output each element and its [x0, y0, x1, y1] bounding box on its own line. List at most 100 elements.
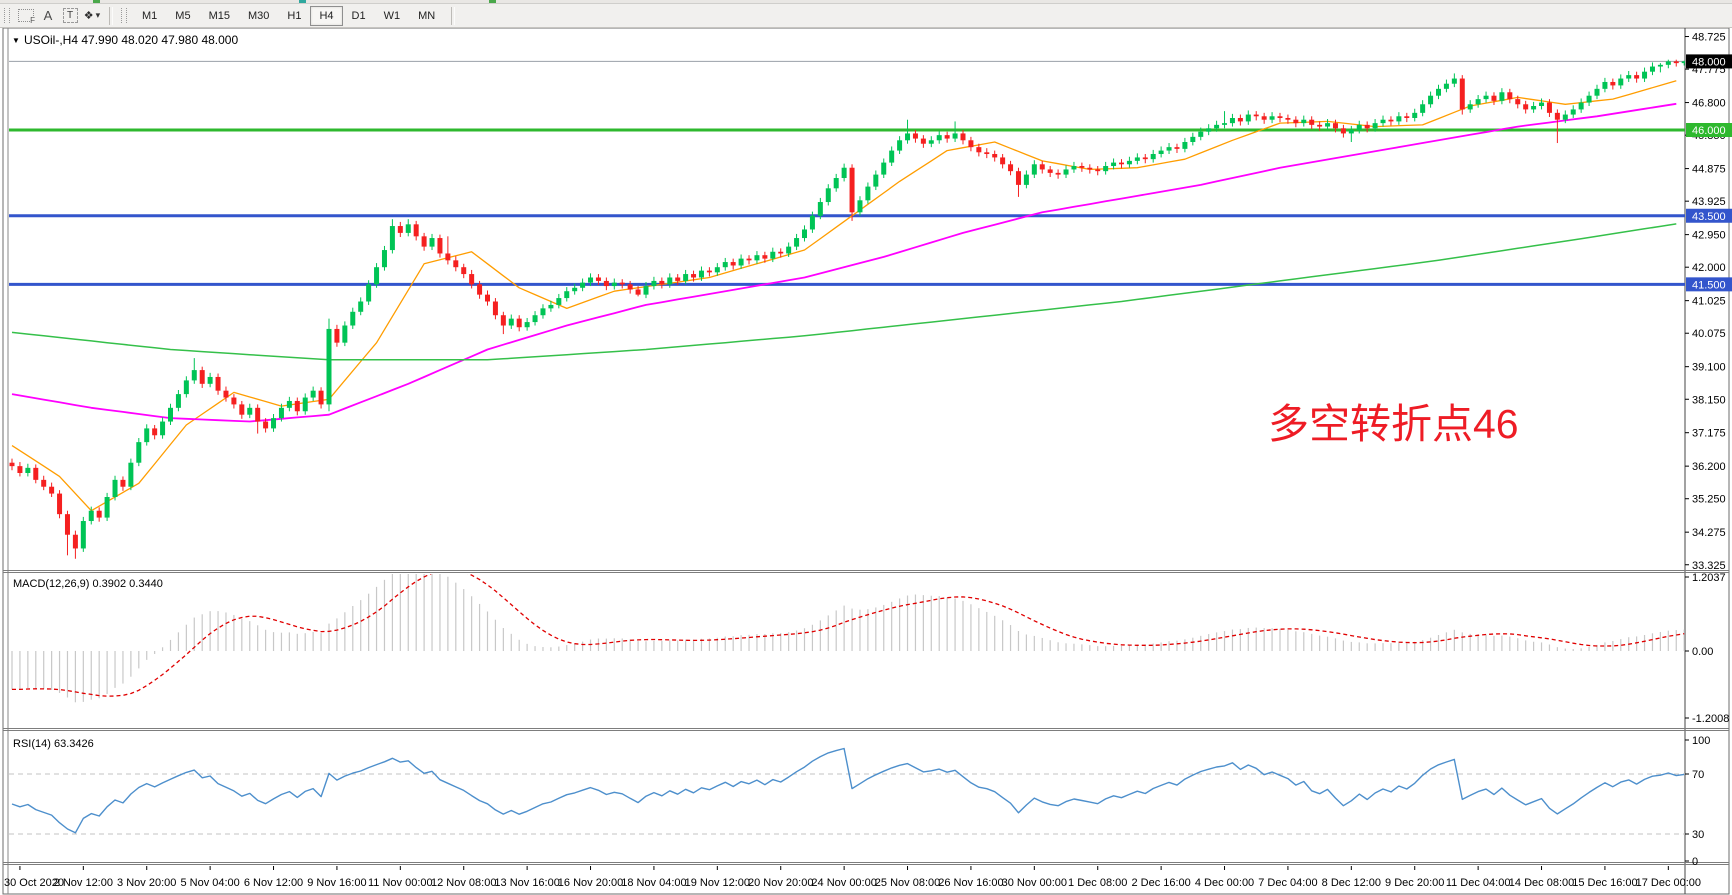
clipped-icon-fragment — [299, 0, 306, 3]
macd-scale-tick: 0.00 — [1692, 646, 1713, 658]
price-tick-label: 35.250 — [1692, 494, 1726, 506]
macd-panel[interactable] — [11, 563, 1685, 703]
timeframe-button-mn[interactable]: MN — [418, 9, 436, 22]
time-axis-label: 11 Dec 04:00 — [1446, 877, 1511, 889]
price-marker-box — [1686, 208, 1732, 223]
ma-slow-green — [11, 223, 1677, 361]
clipped-icon-fragment — [489, 0, 496, 3]
time-axis-label: 4 Dec 00:00 — [1195, 877, 1254, 889]
time-axis-label: 25 Nov 08:00 — [875, 877, 940, 889]
grid-box-glyph: F — [18, 9, 35, 25]
price-tick-label: 42.950 — [1692, 230, 1726, 242]
main-price-panel[interactable]: ▼ USOil-,H4 47.990 48.020 47.980 48.000 多空… — [9, 33, 1687, 559]
rsi-line — [11, 747, 1685, 834]
price-marker-label: 48.000 — [1692, 56, 1726, 68]
label-tool-icon[interactable]: T — [60, 6, 80, 25]
timeframe-button-d1[interactable]: D1 — [351, 9, 366, 22]
time-axis-label: 9 Nov 16:00 — [307, 877, 366, 889]
rsi-panel[interactable] — [9, 747, 1685, 835]
timeframe-drag-handle[interactable] — [121, 8, 127, 23]
macd-signal-line — [12, 574, 1685, 697]
time-axis-label: 30 Oct 2020 — [4, 877, 64, 889]
price-tick-label: 37.175 — [1692, 428, 1726, 440]
time-axis-label: 3 Nov 20:00 — [117, 877, 176, 889]
macd-indicator-label: MACD(12,26,9) 0.3902 0.3440 — [13, 578, 163, 590]
chart-window-border — [2, 28, 1730, 895]
time-axis-label: 30 Nov 00:00 — [1002, 877, 1067, 889]
rsi-scale-tick: 30 — [1692, 829, 1704, 841]
price-tick-label: 39.100 — [1692, 362, 1726, 374]
rsi-scale-tick: 100 — [1692, 735, 1710, 747]
price-marker-label: 46.000 — [1692, 125, 1726, 137]
text-a-glyph: A — [43, 8, 53, 23]
candles — [9, 59, 1685, 559]
timeframe-button-h1[interactable]: H1 — [287, 9, 302, 22]
time-axis-label: 6 Nov 12:00 — [244, 877, 303, 889]
symbol-dropdown-icon[interactable]: ▼ — [12, 36, 20, 45]
price-tick-label: 40.075 — [1692, 328, 1726, 340]
time-axis-label: 17 Dec 00:00 — [1636, 877, 1701, 889]
arrows-dropdown-caret-icon[interactable]: ▾ — [95, 10, 101, 20]
time-axis-label: 16 Nov 20:00 — [558, 877, 623, 889]
time-axis-label: 8 Dec 12:00 — [1322, 877, 1381, 889]
timeframe-button-w1[interactable]: W1 — [383, 9, 401, 22]
toolbar-drag-handle[interactable] — [4, 8, 10, 23]
price-tick-label: 38.150 — [1692, 394, 1726, 406]
time-axis-label: 2 Nov 12:00 — [54, 877, 113, 889]
symbol-ohlc-label: USOil-,H4 47.990 48.020 47.980 48.000 — [24, 33, 238, 47]
price-marker-label: 43.500 — [1692, 211, 1726, 223]
price-tick-label: 42.000 — [1692, 262, 1726, 274]
arrows-glyph: ❖ — [83, 10, 94, 22]
clipped-toolbar-row — [0, 0, 1732, 4]
timeframe-buttons: M1 M5 M15 M30 H1 H4 D1 W1 MN — [133, 5, 444, 26]
price-tick-label: 48.725 — [1692, 32, 1726, 44]
clipped-icon-fragment — [93, 0, 100, 3]
price-tick-label: 36.200 — [1692, 461, 1726, 473]
time-axis-label: 20 Nov 20:00 — [748, 877, 813, 889]
price-tick-label: 41.025 — [1692, 296, 1726, 308]
grid-f-letter: F — [30, 16, 35, 25]
rsi-indicator-label: RSI(14) 63.3426 — [13, 738, 94, 750]
macd-scale-tick: 1.2037 — [1692, 572, 1726, 584]
grid-f-tool-icon[interactable]: F — [16, 6, 36, 25]
price-marker-box — [1686, 123, 1732, 137]
toolbar-separator — [109, 6, 113, 25]
toolbar: F A T ❖ ▾ M1 M5 M15 M30 H1 H4 D1 W1 MN — [0, 4, 1732, 28]
ma-mid-magenta — [11, 102, 1677, 423]
timeframe-button-m15[interactable]: M15 — [208, 9, 230, 22]
price-tick-label: 33.325 — [1692, 560, 1726, 572]
toolbar-separator — [451, 6, 456, 25]
price-marker-box — [1686, 54, 1732, 69]
price-tick-label: 34.275 — [1692, 527, 1726, 539]
time-axis-label: 26 Nov 16:00 — [938, 877, 1003, 889]
timeframe-button-m30[interactable]: M30 — [247, 9, 270, 22]
label-t-glyph: T — [62, 8, 78, 23]
time-axis-label: 9 Dec 20:00 — [1385, 877, 1444, 889]
time-axis-label: 19 Nov 12:00 — [685, 877, 750, 889]
price-tick-label: 43.925 — [1692, 196, 1726, 208]
macd-scale-tick: -1.2008 — [1692, 713, 1729, 725]
arrows-tool-icon[interactable]: ❖ ▾ — [82, 6, 102, 25]
price-tick-label: 44.875 — [1692, 164, 1726, 176]
time-axis-label: 1 Dec 08:00 — [1068, 877, 1127, 889]
price-marker-box — [1686, 277, 1732, 292]
chart-text-annotation[interactable]: 多空转折点46 — [1268, 401, 1519, 447]
time-axis-label: 7 Dec 04:00 — [1258, 877, 1317, 889]
timeframe-button-m5[interactable]: M5 — [175, 9, 191, 22]
time-axis-label: 15 Dec 16:00 — [1572, 877, 1637, 889]
rsi-scale-tick: 70 — [1692, 769, 1704, 781]
timeframe-button-m1[interactable]: M1 — [142, 9, 158, 22]
time-axis-label: 2 Dec 16:00 — [1131, 877, 1190, 889]
time-axis-label: 18 Nov 04:00 — [621, 877, 686, 889]
rsi-scale-tick: 0 — [1692, 856, 1698, 868]
text-tool-icon[interactable]: A — [38, 6, 58, 25]
time-axis-label: 11 Nov 00:00 — [368, 877, 433, 889]
time-axis-label: 5 Nov 04:00 — [180, 877, 239, 889]
price-tick-label: 46.800 — [1692, 98, 1726, 110]
time-axis-label: 24 Nov 00:00 — [811, 877, 876, 889]
timeframe-button-h4[interactable]: H4 — [310, 5, 343, 26]
time-axis-label: 13 Nov 16:00 — [494, 877, 559, 889]
time-axis-label: 14 Dec 08:00 — [1509, 877, 1574, 889]
chart-canvas[interactable]: ▼ USOil-,H4 47.990 48.020 47.980 48.000 多空… — [0, 28, 1732, 895]
